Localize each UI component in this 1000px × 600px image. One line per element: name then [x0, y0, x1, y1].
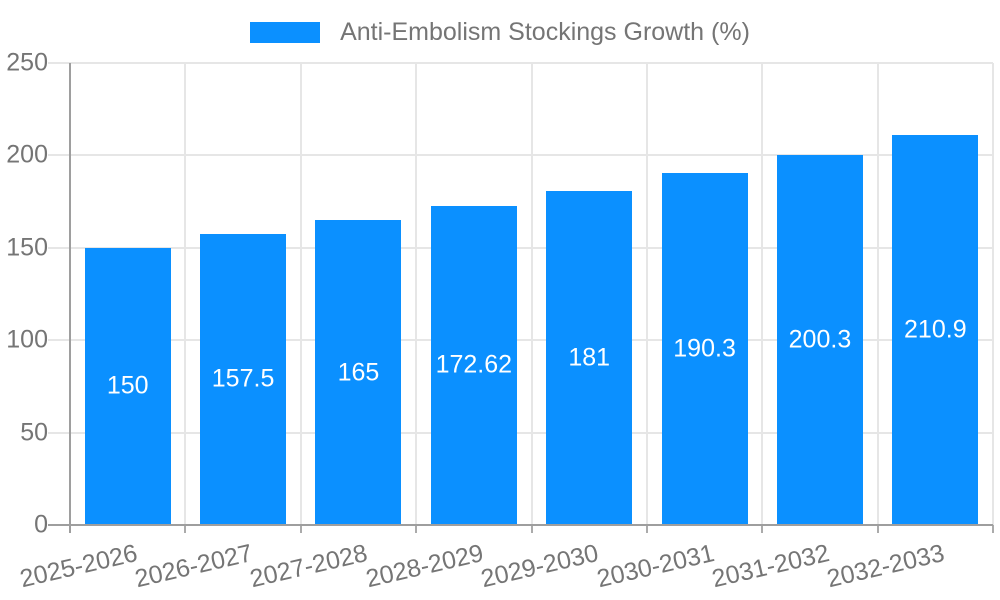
category-gridline [184, 63, 187, 525]
y-axis-tick-label: 150 [6, 233, 48, 262]
bar-value-label: 181 [568, 343, 611, 372]
x-axis-tick [876, 525, 879, 533]
bar-value-label: 190.3 [673, 334, 736, 363]
category-gridline [992, 63, 994, 525]
y-axis-tick-label: 250 [6, 48, 48, 77]
legend-label: Anti-Embolism Stockings Growth (%) [340, 17, 750, 46]
category-gridline [645, 63, 648, 525]
category-gridline [415, 63, 418, 525]
y-axis-tick-label: 200 [6, 140, 48, 169]
bar[interactable]: 165 [315, 220, 402, 525]
y-gridline [48, 339, 993, 342]
bar[interactable]: 210.9 [892, 135, 979, 525]
bar[interactable]: 200.3 [776, 154, 863, 525]
bar[interactable]: 172.62 [430, 205, 517, 525]
chart-legend: Anti-Embolism Stockings Growth (%) [0, 14, 1000, 50]
y-axis-tick-label: 50 [20, 418, 48, 447]
y-gridline [48, 246, 993, 249]
y-gridline [48, 154, 993, 157]
x-axis-tick [992, 525, 994, 533]
bar-value-label: 165 [337, 358, 380, 387]
x-axis-tick [415, 525, 418, 533]
legend-swatch [250, 21, 321, 43]
bar[interactable]: 190.3 [661, 173, 748, 525]
category-gridline [530, 63, 533, 525]
category-gridline [761, 63, 764, 525]
bar[interactable]: 181 [546, 190, 633, 525]
y-axis-tick-label: 100 [6, 325, 48, 354]
bar[interactable]: 157.5 [200, 233, 287, 525]
x-axis-tick [299, 525, 302, 533]
x-axis-tick [761, 525, 764, 533]
bar[interactable]: 150 [84, 247, 171, 525]
x-axis-tick [645, 525, 648, 533]
y-axis-line [69, 63, 71, 533]
legend-item[interactable]: Anti-Embolism Stockings Growth (%) [250, 18, 750, 47]
y-axis-tick-label: 0 [34, 510, 48, 539]
x-axis-tick [530, 525, 533, 533]
bar-value-label: 210.9 [904, 315, 967, 344]
x-axis-tick [184, 525, 187, 533]
x-axis-line [48, 524, 993, 526]
category-gridline [876, 63, 879, 525]
y-gridline [48, 62, 993, 64]
bar-value-label: 150 [106, 371, 149, 400]
category-gridline [299, 63, 302, 525]
bar-value-label: 172.62 [435, 350, 513, 379]
bar-value-label: 157.5 [211, 364, 275, 393]
y-gridline [48, 431, 993, 434]
bar-value-label: 200.3 [788, 325, 852, 354]
